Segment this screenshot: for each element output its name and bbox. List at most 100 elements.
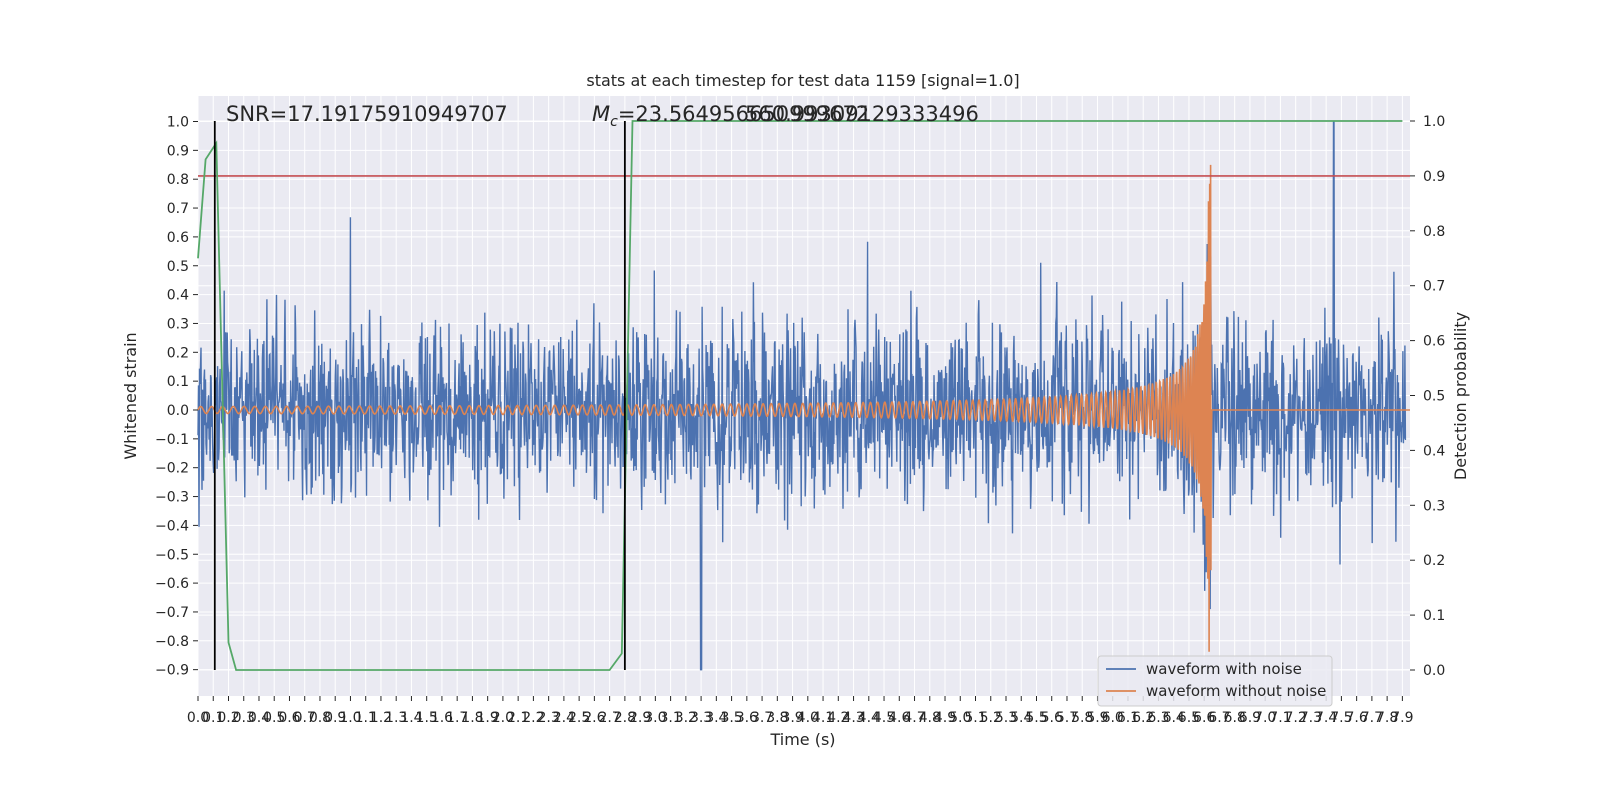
x-tick-label-70: 7.0 <box>1254 710 1276 726</box>
x-tick-label-31: 3.1 <box>659 710 681 726</box>
x-tick-label-14: 1.4 <box>400 710 422 726</box>
x-tick-label-58: 5.8 <box>1071 710 1093 726</box>
x-tick-label-43: 4.3 <box>842 710 864 726</box>
x-tick-label-22: 2.2 <box>522 710 544 726</box>
series-detection-probability <box>197 120 1403 671</box>
x-tick-label-51: 5.1 <box>964 710 986 726</box>
y-tick-label-12: −0.2 <box>155 461 189 477</box>
x-tick-label-6: 0.6 <box>278 710 300 726</box>
x-tick-label-32: 3.2 <box>675 710 697 726</box>
x-tick-label-27: 2.7 <box>598 710 620 726</box>
x-tick-label-38: 3.8 <box>766 710 788 726</box>
y2-axis-ticks: 1.0 0.9 0.8 0.7 0.6 0.5 0.4 0.3 0.2 0.1 0.0 <box>1410 114 1445 679</box>
y-axis-ticks: 1.0 0.9 0.8 0.7 0.6 0.5 0.4 0.3 0.2 0.1 0.0 −0.1 −0.… <box>155 115 198 679</box>
x-tick-label-3: 0.3 <box>233 710 255 726</box>
x-tick-label-61: 6.1 <box>1117 710 1139 726</box>
series-waveform-without-noise <box>197 164 1410 652</box>
y2-tick-label-3: 0.7 <box>1423 279 1445 295</box>
y-tick-label-11: −0.1 <box>155 432 189 448</box>
x-tick-label-21: 2.1 <box>507 710 529 726</box>
y-tick-label-19: −0.9 <box>155 663 189 679</box>
x-tick-label-7: 0.7 <box>294 710 316 726</box>
x-tick-label-46: 4.6 <box>888 710 910 726</box>
snr-annotation: SNR=17.19175910949707 <box>226 102 508 126</box>
x-tick-label-50: 5.0 <box>949 710 971 726</box>
x-tick-label-66: 6.6 <box>1193 710 1215 726</box>
x-tick-label-36: 3.6 <box>736 710 758 726</box>
x-tick-label-28: 2.8 <box>614 710 636 726</box>
x-tick-label-34: 3.4 <box>705 710 727 726</box>
x-tick-label-62: 6.2 <box>1132 710 1154 726</box>
x-tick-label-67: 6.7 <box>1208 710 1230 726</box>
x-tick-label-44: 4.4 <box>858 710 880 726</box>
x-tick-label-25: 2.5 <box>568 710 590 726</box>
y2-tick-label-8: 0.2 <box>1423 553 1445 569</box>
y-tick-label-14: −0.4 <box>155 518 189 534</box>
y2-tick-label-0: 1.0 <box>1423 114 1445 130</box>
x-tick-label-19: 1.9 <box>477 710 499 726</box>
x-tick-label-23: 2.3 <box>538 710 560 726</box>
y-tick-label-15: −0.5 <box>155 547 189 563</box>
y2-tick-label-10: 0.0 <box>1423 663 1445 679</box>
x-tick-label-78: 7.8 <box>1376 710 1398 726</box>
legend-label-clean: waveform without noise <box>1146 682 1326 700</box>
x-tick-label-75: 7.5 <box>1330 710 1352 726</box>
x-tick-label-74: 7.4 <box>1315 710 1337 726</box>
x-tick-label-26: 2.6 <box>583 710 605 726</box>
y-tick-label-5: 0.5 <box>167 259 189 275</box>
x-tick-label-60: 6.0 <box>1102 710 1124 726</box>
x-tick-label-15: 1.5 <box>416 710 438 726</box>
x-tick-label-33: 3.3 <box>690 710 712 726</box>
y-tick-label-7: 0.3 <box>167 316 189 332</box>
y-tick-label-17: −0.7 <box>155 605 189 621</box>
y-tick-label-0: 1.0 <box>167 115 189 131</box>
y-tick-label-2: 0.8 <box>167 172 189 188</box>
y-tick-label-4: 0.6 <box>167 230 189 246</box>
y2-tick-label-6: 0.4 <box>1423 443 1445 459</box>
x-tick-label-47: 4.7 <box>903 710 925 726</box>
vertical-markers <box>213 121 626 670</box>
y2-tick-label-2: 0.8 <box>1423 224 1445 240</box>
chirp-mass-symbol: M <box>592 102 610 126</box>
y-tick-label-6: 0.4 <box>167 288 189 304</box>
clean-waveform-path <box>197 164 1410 652</box>
x-tick-label-59: 5.9 <box>1086 710 1108 726</box>
y2-tick-label-4: 0.6 <box>1423 334 1445 350</box>
x-tick-label-73: 7.3 <box>1300 710 1322 726</box>
x-tick-label-29: 2.9 <box>629 710 651 726</box>
x-tick-label-11: 1.1 <box>355 710 377 726</box>
x-tick-label-4: 0.4 <box>248 710 270 726</box>
chirp-mass-subscript: c <box>610 114 618 130</box>
x-tick-label-8: 0.8 <box>309 710 331 726</box>
y-tick-label-13: −0.3 <box>155 490 189 506</box>
x-tick-label-35: 3.5 <box>720 710 742 726</box>
x-tick-label-54: 5.4 <box>1010 710 1032 726</box>
x-tick-label-5: 0.5 <box>263 710 285 726</box>
y2-tick-label-9: 0.1 <box>1423 608 1445 624</box>
y-tick-label-16: −0.6 <box>155 576 189 592</box>
x-tick-label-37: 3.7 <box>751 710 773 726</box>
y2-tick-label-5: 0.5 <box>1423 389 1445 405</box>
x-tick-label-53: 5.3 <box>995 710 1017 726</box>
x-tick-label-76: 7.6 <box>1346 710 1368 726</box>
x-tick-label-57: 5.7 <box>1056 710 1078 726</box>
legend-box <box>1097 655 1333 707</box>
legend: waveform with noise waveform without noi… <box>1097 655 1333 707</box>
x-tick-label-49: 4.9 <box>934 710 956 726</box>
x-tick-label-20: 2.0 <box>492 710 514 726</box>
x-tick-label-65: 6.5 <box>1178 710 1200 726</box>
x-tick-label-48: 4.8 <box>919 710 941 726</box>
y-tick-label-18: −0.8 <box>155 634 189 650</box>
chart-title: stats at each timestep for test data 115… <box>586 71 1019 90</box>
y2-tick-label-1: 0.9 <box>1423 169 1445 185</box>
x-tick-label-18: 1.8 <box>461 710 483 726</box>
x-axis-ticks: 0.00.10.20.30.40.50.60.70.80.91.01.11.21… <box>187 696 1414 726</box>
x-tick-label-41: 4.1 <box>812 710 834 726</box>
y-tick-label-1: 0.9 <box>167 143 189 159</box>
y2-tick-label-7: 0.3 <box>1423 498 1445 514</box>
x-tick-label-79: 7.9 <box>1391 710 1413 726</box>
x-tick-label-2: 0.2 <box>217 710 239 726</box>
x-tick-label-30: 3.0 <box>644 710 666 726</box>
x-tick-label-68: 6.8 <box>1224 710 1246 726</box>
